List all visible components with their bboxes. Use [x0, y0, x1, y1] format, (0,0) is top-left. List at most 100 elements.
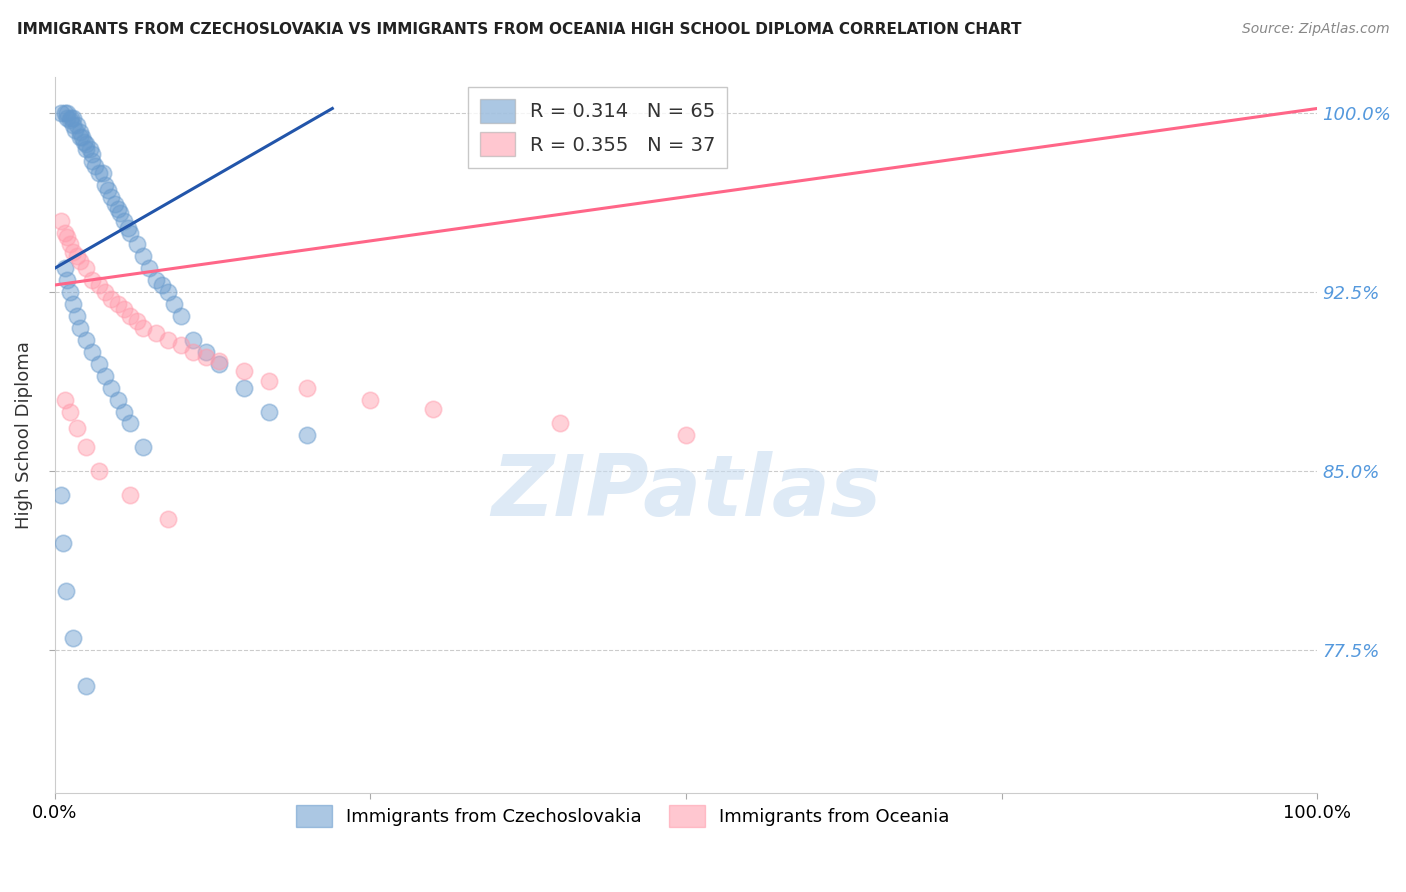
Point: [120, 309, 142, 323]
Point: [104, 197, 127, 211]
Point: [125, 314, 148, 328]
Point: [157, 333, 180, 347]
Legend: Immigrants from Czechoslovakia, Immigrants from Oceania: Immigrants from Czechoslovakia, Immigran…: [288, 798, 957, 834]
Point: [359, 392, 381, 407]
Point: [59, 285, 82, 300]
Point: [422, 402, 444, 417]
Point: [82, 153, 104, 168]
Point: [55, 583, 77, 598]
Point: [66, 118, 89, 132]
Point: [75, 137, 97, 152]
Point: [145, 273, 167, 287]
Point: [170, 309, 193, 323]
Point: [79, 142, 101, 156]
Point: [94, 285, 117, 300]
Point: [295, 428, 318, 442]
Point: [69, 254, 91, 268]
Text: IMMIGRANTS FROM CZECHOSLOVAKIA VS IMMIGRANTS FROM OCEANIA HIGH SCHOOL DIPLOMA CO: IMMIGRANTS FROM CZECHOSLOVAKIA VS IMMIGR…: [17, 22, 1021, 37]
Point: [53, 261, 76, 276]
Point: [675, 428, 697, 442]
Point: [59, 113, 82, 128]
Point: [75, 333, 97, 347]
Point: [132, 249, 155, 263]
Point: [132, 321, 155, 335]
Point: [163, 297, 186, 311]
Point: [62, 632, 84, 646]
Point: [82, 344, 104, 359]
Point: [87, 464, 110, 478]
Point: [257, 374, 280, 388]
Point: [52, 535, 75, 549]
Point: [49, 488, 72, 502]
Point: [66, 421, 89, 435]
Text: Source: ZipAtlas.com: Source: ZipAtlas.com: [1241, 22, 1389, 37]
Point: [107, 392, 129, 407]
Point: [69, 321, 91, 335]
Point: [62, 244, 84, 259]
Point: [59, 404, 82, 418]
Point: [87, 166, 110, 180]
Point: [91, 166, 114, 180]
Point: [183, 333, 205, 347]
Point: [257, 404, 280, 418]
Y-axis label: High School Diploma: High School Diploma: [15, 342, 32, 529]
Point: [63, 123, 86, 137]
Point: [100, 381, 122, 395]
Point: [56, 106, 79, 120]
Text: ZIPatlas: ZIPatlas: [491, 451, 882, 534]
Point: [112, 301, 135, 316]
Point: [157, 512, 180, 526]
Point: [49, 213, 72, 227]
Point: [87, 278, 110, 293]
Point: [138, 261, 160, 276]
Point: [295, 381, 318, 395]
Point: [112, 213, 135, 227]
Point: [72, 135, 94, 149]
Point: [208, 354, 231, 368]
Point: [195, 344, 218, 359]
Point: [120, 226, 142, 240]
Point: [157, 285, 180, 300]
Point: [145, 326, 167, 340]
Point: [66, 309, 89, 323]
Point: [56, 111, 79, 125]
Point: [59, 237, 82, 252]
Point: [69, 125, 91, 139]
Point: [53, 392, 76, 407]
Point: [132, 440, 155, 454]
Point: [117, 220, 139, 235]
Point: [66, 249, 89, 263]
Point: [69, 130, 91, 145]
Point: [548, 417, 571, 431]
Point: [108, 206, 131, 220]
Point: [170, 337, 193, 351]
Point: [75, 142, 97, 156]
Point: [59, 111, 82, 125]
Point: [62, 111, 84, 125]
Point: [94, 178, 117, 192]
Point: [82, 273, 104, 287]
Point: [120, 488, 142, 502]
Point: [232, 364, 254, 378]
Point: [53, 226, 76, 240]
Point: [107, 297, 129, 311]
Point: [232, 381, 254, 395]
Point: [53, 106, 76, 120]
Point: [100, 293, 122, 307]
Point: [72, 130, 94, 145]
Point: [112, 404, 135, 418]
Point: [97, 183, 120, 197]
Point: [56, 273, 79, 287]
Point: [94, 368, 117, 383]
Point: [125, 237, 148, 252]
Point: [107, 202, 129, 216]
Point: [208, 357, 231, 371]
Point: [150, 278, 173, 293]
Point: [75, 440, 97, 454]
Point: [120, 417, 142, 431]
Point: [62, 118, 84, 132]
Point: [49, 106, 72, 120]
Point: [100, 190, 122, 204]
Point: [87, 357, 110, 371]
Point: [75, 261, 97, 276]
